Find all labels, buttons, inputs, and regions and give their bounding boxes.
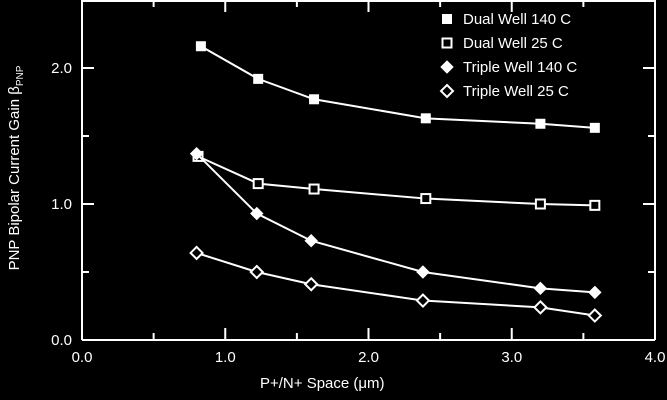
data-point — [189, 245, 205, 261]
data-point — [535, 118, 546, 129]
data-point — [249, 264, 265, 280]
data-point — [533, 281, 548, 296]
legend-marker — [440, 60, 454, 74]
series-line — [196, 252, 595, 317]
legend-label: Dual Well 140 C — [463, 11, 571, 28]
legend-marker — [439, 83, 455, 99]
x-axis-label: P+/N+ Space (μm) — [260, 375, 385, 392]
series-line — [197, 155, 595, 207]
data-point — [252, 178, 264, 190]
data-point — [309, 94, 320, 105]
data-point — [420, 113, 431, 124]
data-point — [416, 265, 430, 279]
legend: Dual Well 140 C Dual Well 25 C Triple Well… — [439, 11, 577, 100]
y-tick-label: 2.0 — [51, 60, 72, 77]
data-point — [250, 206, 264, 221]
data-point — [415, 293, 431, 308]
series-3 — [189, 245, 603, 323]
series-0 — [195, 41, 600, 133]
axes-group: 0.0 1.0 2.0 3.0 4.0 0.0 1.0 2.0 — [51, 0, 665, 366]
x-tick-label: 4.0 — [645, 349, 666, 366]
legend-marker — [441, 37, 453, 49]
legend-label: Triple Well 140 C — [463, 59, 577, 76]
x-tick-label: 1.0 — [215, 349, 236, 366]
series-line — [195, 152, 595, 294]
y-axis-label: PNP Bipolar Current Gain βPNP — [6, 65, 26, 271]
data-point — [189, 146, 204, 161]
x-tick-label: 3.0 — [501, 349, 522, 366]
data-point — [195, 41, 206, 52]
data-point — [308, 183, 320, 195]
data-point — [589, 122, 600, 133]
legend-label: Dual Well 25 C — [463, 35, 563, 52]
series-2 — [189, 146, 602, 300]
data-point — [589, 199, 601, 211]
legend-marker — [442, 14, 452, 24]
legend-label: Triple Well 25 C — [463, 83, 569, 100]
y-tick-label: 0.0 — [51, 332, 72, 349]
x-tick-label: 0.0 — [72, 349, 93, 366]
series-layer — [189, 41, 603, 323]
data-point — [253, 73, 264, 84]
y-tick-label: 1.0 — [51, 196, 72, 213]
data-point — [532, 299, 548, 315]
x-tick-label: 2.0 — [358, 349, 379, 366]
data-point — [420, 193, 432, 205]
data-point — [588, 285, 602, 300]
data-point — [587, 308, 603, 323]
data-point — [304, 234, 318, 248]
data-point — [303, 276, 319, 292]
data-point — [534, 198, 546, 210]
series-line — [200, 45, 595, 129]
